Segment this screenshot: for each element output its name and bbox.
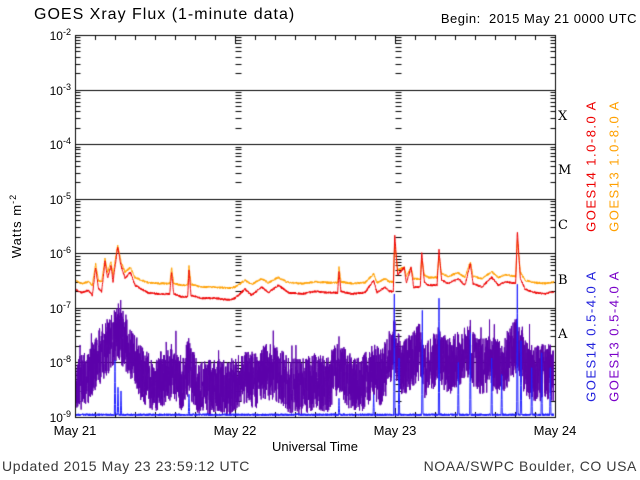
updated-timestamp: Updated 2015 May 23 23:59:12 UTC bbox=[2, 458, 251, 474]
y-tick-label-1e-8: 10-8 bbox=[28, 354, 71, 370]
y-tick-exponent: -6 bbox=[62, 245, 71, 256]
x-tick-label-may-24: May 24 bbox=[533, 423, 577, 438]
legend-goes13-short: GOES13 0.5-4.0 A bbox=[606, 270, 622, 402]
y-tick-base: 10 bbox=[49, 83, 63, 98]
y-tick-base: 10 bbox=[49, 138, 63, 153]
begin-timestamp: Begin: 2015 May 21 0000 UTC bbox=[440, 11, 637, 26]
legend-goes13-long: GOES13 1.0-8.0 A bbox=[606, 100, 622, 232]
legend-goes14-long: GOES14 1.0-8.0 A bbox=[583, 100, 599, 232]
y-tick-exponent: -5 bbox=[62, 190, 71, 201]
y-axis-title-exponent: -2 bbox=[7, 193, 18, 204]
y-axis-title-base: Watts m bbox=[9, 203, 25, 259]
y-tick-exponent: -9 bbox=[62, 409, 71, 419]
y-tick-label-1e-5: 10-5 bbox=[28, 191, 71, 207]
y-tick-base: 10 bbox=[49, 301, 63, 316]
y-tick-exponent: -2 bbox=[62, 27, 71, 37]
flare-class-label-b: B bbox=[558, 272, 568, 288]
y-tick-label-1e-4: 10-4 bbox=[28, 136, 71, 152]
y-tick-exponent: -3 bbox=[62, 81, 71, 92]
y-tick-exponent: -8 bbox=[62, 354, 71, 365]
x-tick-label-may-22: May 22 bbox=[213, 423, 257, 438]
flare-class-label-a: A bbox=[558, 327, 568, 343]
legend-goes14-short: GOES14 0.5-4.0 A bbox=[583, 270, 599, 402]
y-tick-base: 10 bbox=[49, 192, 63, 207]
y-tick-label-1e-3: 10-3 bbox=[28, 82, 71, 98]
flare-class-label-m: M bbox=[558, 163, 572, 179]
y-tick-base: 10 bbox=[49, 247, 63, 262]
y-tick-base: 10 bbox=[49, 29, 63, 43]
x-tick-label-may-23: May 23 bbox=[373, 423, 417, 438]
flare-class-label-c: C bbox=[558, 218, 568, 233]
y-tick-exponent: -7 bbox=[62, 299, 71, 310]
y-axis-title: Watts m-2 bbox=[8, 194, 24, 258]
y-tick-label-1e-9: 10-9 bbox=[28, 409, 71, 425]
y-tick-label-1e-6: 10-6 bbox=[28, 245, 71, 261]
y-tick-base: 10 bbox=[49, 356, 63, 371]
chart-title: GOES Xray Flux (1-minute data) bbox=[34, 6, 296, 23]
y-tick-base: 10 bbox=[49, 411, 63, 425]
y-tick-label-1e-7: 10-7 bbox=[28, 300, 71, 316]
x-axis-title: Universal Time bbox=[272, 439, 358, 454]
x-tick-label-may-21: May 21 bbox=[53, 423, 97, 438]
y-tick-exponent: -4 bbox=[62, 136, 71, 147]
y-tick-label-1e-2: 10-2 bbox=[28, 27, 71, 43]
flare-class-label-x: X bbox=[558, 108, 568, 124]
source-attribution: NOAA/SWPC Boulder, CO USA bbox=[423, 458, 637, 474]
